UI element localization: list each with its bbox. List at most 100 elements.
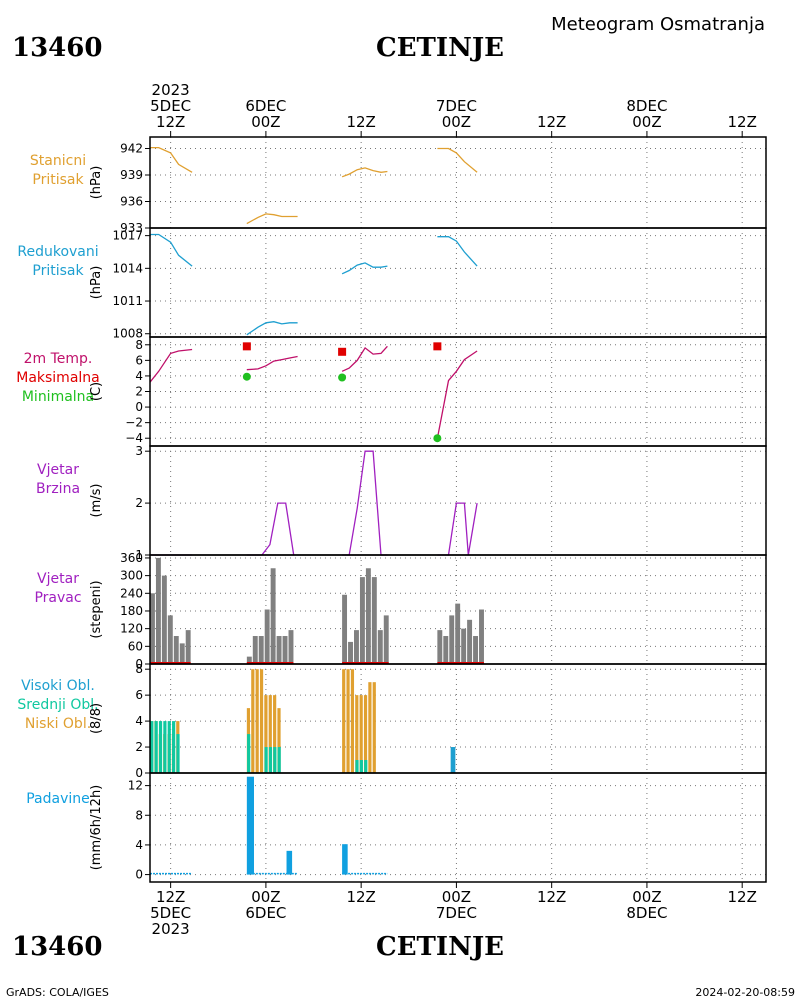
- wind-dir-bar: [443, 636, 449, 664]
- x-tick-label-bottom: 12Z: [727, 888, 756, 906]
- wind-dir-bar: [173, 636, 179, 664]
- y-axis-label: (hPa): [89, 166, 104, 200]
- wind-dir-bar: [479, 609, 484, 664]
- wind-dir-bar: [150, 593, 155, 664]
- y-tick-label: 4: [135, 714, 143, 728]
- y-tick-label: 0: [135, 400, 143, 414]
- y-tick-label: 1008: [112, 327, 143, 341]
- station-id-top: 13460: [12, 33, 102, 63]
- panel-label: Vjetar: [37, 462, 79, 478]
- y-axis-label: (C): [89, 382, 104, 401]
- wind-dir-bar: [185, 630, 191, 664]
- cloud-bar: [268, 747, 273, 773]
- y-tick-label: 6: [135, 353, 143, 367]
- y-tick-label: 2: [135, 385, 143, 399]
- wind-dir-bar: [342, 594, 348, 664]
- series-line: [436, 350, 478, 439]
- panel-label: 2m Temp.: [24, 351, 93, 367]
- wind-dir-bar: [365, 568, 371, 664]
- max-temp-marker: [242, 342, 251, 351]
- subtitle: Meteogram Osmatranja: [551, 14, 765, 35]
- precip-bar: [286, 850, 293, 875]
- y-tick-label: 180: [120, 604, 143, 618]
- y-axis-label: (8/8): [89, 703, 104, 734]
- cloud-bar: [268, 695, 272, 773]
- series-line: [437, 502, 478, 556]
- y-tick-label: 60: [128, 639, 143, 653]
- wind-dir-bar: [348, 641, 353, 664]
- cloud-bar: [350, 669, 355, 773]
- series-line: [150, 146, 193, 173]
- y-tick-label: 240: [120, 586, 143, 600]
- cloud-bar: [364, 760, 368, 773]
- y-tick-label: 936: [120, 194, 143, 208]
- panel-frame: [149, 336, 767, 447]
- cloud-bar: [264, 695, 268, 773]
- x-tick-label-bottom: 7DEC: [436, 904, 477, 922]
- min-temp-marker: [338, 373, 347, 382]
- cloud-bar: [355, 695, 359, 773]
- y-tick-label: 0: [135, 766, 143, 780]
- x-tick-label-top: 00Z: [632, 113, 661, 131]
- y-tick-label: 2: [135, 496, 143, 510]
- panel-label: Pritisak: [32, 263, 84, 279]
- cloud-bar: [158, 721, 163, 773]
- y-tick-label: 4: [135, 838, 143, 852]
- wind-dir-bar: [264, 609, 270, 664]
- wind-dir-bar: [282, 636, 288, 664]
- panel-label: Srednji Obl.: [17, 697, 98, 713]
- precip-bar: [246, 776, 254, 875]
- panel-label: Padavine: [26, 791, 90, 807]
- x-tick-label-top: 6DEC: [245, 97, 286, 115]
- cloud-bar: [342, 669, 346, 773]
- cloud-bar: [176, 734, 180, 773]
- y-tick-label: 3: [135, 444, 143, 458]
- wind-dir-bar: [473, 636, 479, 664]
- station-id-bottom: 13460: [12, 932, 102, 962]
- wind-dir-bar: [354, 630, 359, 664]
- series-line: [437, 236, 478, 267]
- y-tick-label: 300: [120, 569, 143, 583]
- x-tick-label-bottom: 2023: [152, 920, 190, 938]
- wind-dir-bar: [437, 630, 443, 664]
- x-tick-label-top: 7DEC: [436, 97, 477, 115]
- x-tick-label-top: 00Z: [442, 113, 471, 131]
- cloud-bar: [150, 721, 154, 773]
- y-axis-label: (mm/6h/12h): [89, 785, 104, 871]
- y-tick-label: 1: [135, 548, 143, 562]
- y-tick-label: 8: [135, 808, 143, 822]
- wind-dir-bar: [371, 577, 377, 664]
- series-line: [246, 355, 298, 371]
- wind-dir-bar: [167, 615, 173, 664]
- panel-label: Stanicni: [30, 153, 86, 169]
- y-tick-label: 2: [135, 740, 143, 754]
- panel-label: Minimalna: [22, 389, 94, 405]
- y-tick-label: 1011: [112, 294, 143, 308]
- wind-dir-bar: [288, 630, 294, 664]
- cloud-bar: [363, 695, 368, 773]
- x-tick-label-bottom: 12Z: [156, 888, 185, 906]
- y-tick-label: −4: [125, 431, 143, 445]
- max-temp-marker: [338, 347, 347, 356]
- wind-dir-bar: [270, 568, 276, 664]
- series-line: [246, 502, 295, 556]
- wind-dir-bar: [449, 615, 455, 664]
- y-axis-label: (hPa): [89, 266, 104, 300]
- x-tick-label-top: 12Z: [537, 113, 566, 131]
- wind-dir-bar: [252, 636, 258, 664]
- series-line: [341, 345, 388, 372]
- panel-frame: [149, 445, 767, 556]
- cloud-bar: [346, 669, 350, 773]
- cloud-bar: [359, 760, 363, 773]
- panel-label: Maksimalna: [16, 370, 100, 386]
- panel-label: Redukovani: [17, 244, 98, 260]
- footer-left: GrADS: COLA/IGES: [6, 986, 109, 999]
- y-tick-label: 360: [120, 551, 143, 565]
- x-tick-label-top: 2023: [152, 81, 190, 99]
- cloud-bar: [450, 747, 456, 773]
- y-tick-label: 4: [135, 369, 143, 383]
- series-line: [246, 213, 298, 225]
- x-tick-label-top: 12Z: [156, 113, 185, 131]
- series-line: [341, 262, 388, 275]
